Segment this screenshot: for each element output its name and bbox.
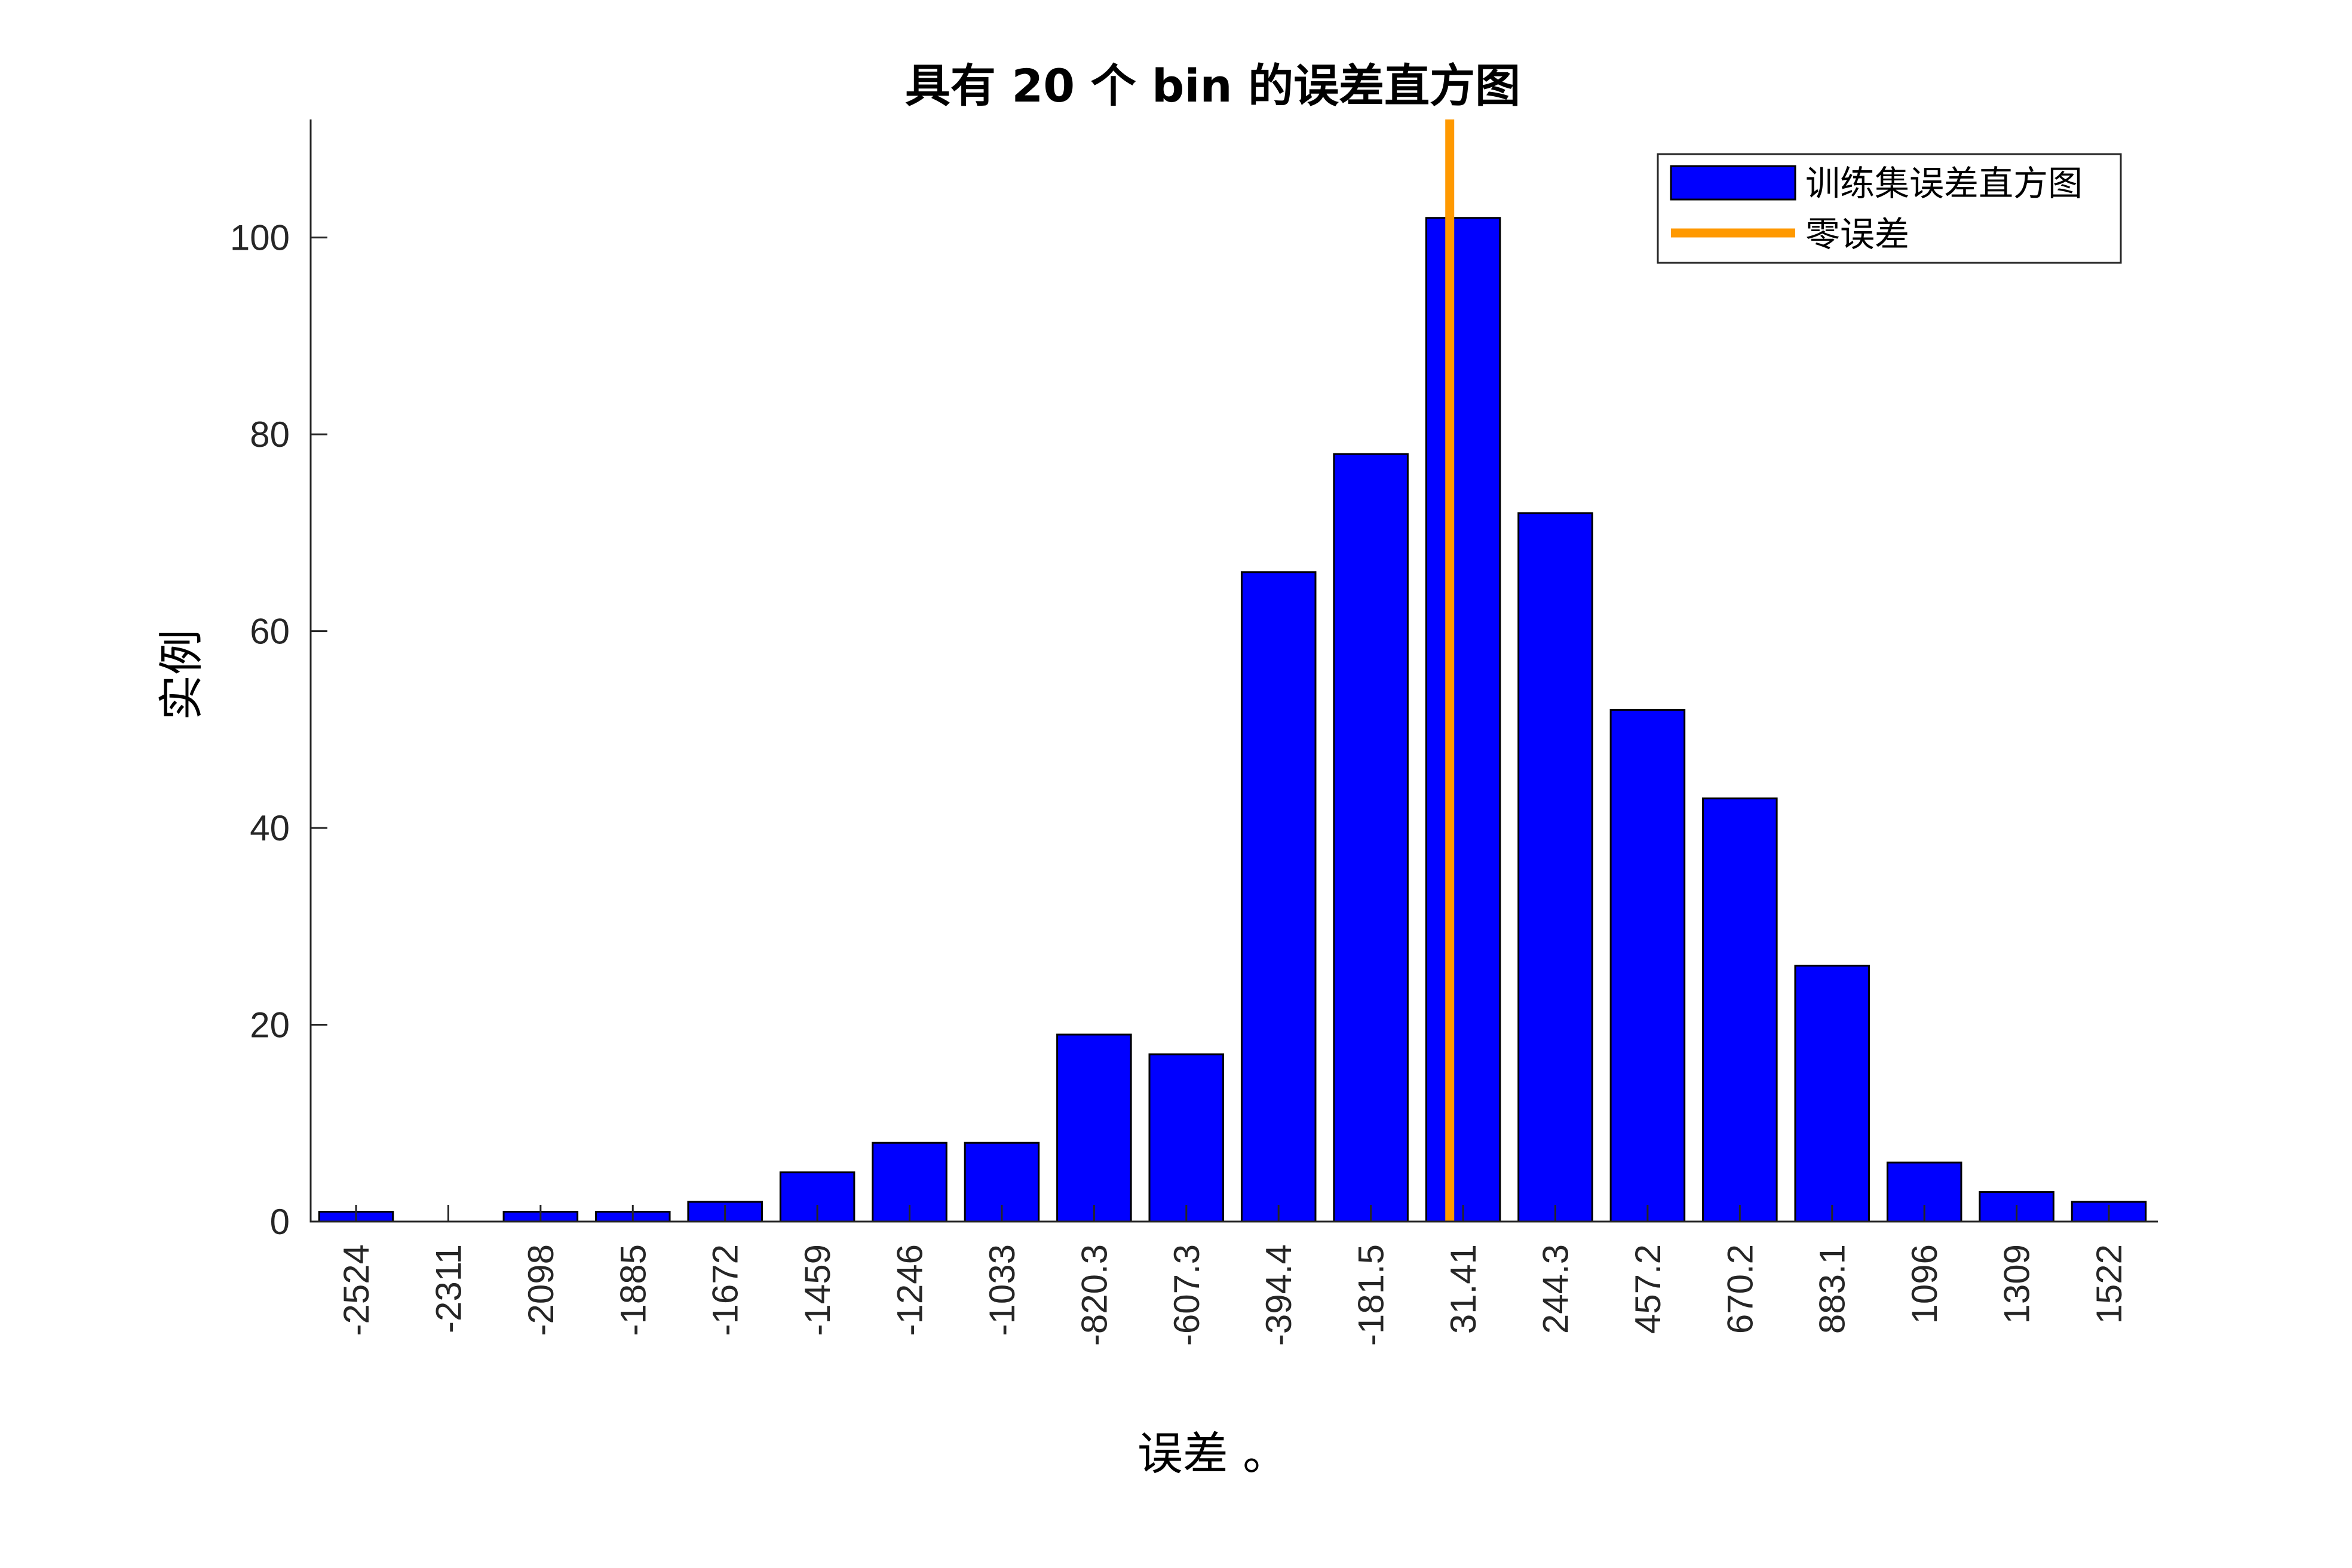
x-tick-label: -1246 (890, 1244, 930, 1336)
axes-layer (309, 119, 2158, 1223)
histogram-bar (1148, 1053, 1225, 1223)
x-tick-label: -1672 (706, 1244, 746, 1336)
chart-title: 具有 20 个 bin 的误差直方图 (905, 59, 1520, 112)
x-tick-label: -1459 (798, 1244, 838, 1336)
histogram-bar (1056, 1033, 1132, 1223)
y-tick-label: 60 (250, 612, 290, 652)
x-tick-label: 1522 (2089, 1244, 2129, 1324)
x-tick-label: 670.2 (1720, 1244, 1760, 1334)
x-tick-label: -2524 (336, 1244, 376, 1336)
y-tick-labels: 0 20 40 60 80 100 (230, 218, 290, 1242)
x-axis-label: 误差 。 (1137, 1427, 1288, 1480)
y-tick-label: 80 (250, 415, 290, 455)
x-tick-labels: -2524 -2311 -2098 -1885 -1672 -1459 -1246 -1033… (336, 1244, 2129, 1346)
x-tick-label: -1033 (982, 1244, 1022, 1336)
histogram-bar (1240, 571, 1317, 1223)
y-tick-label: 20 (250, 1005, 290, 1045)
histogram-bar (1609, 708, 1686, 1223)
x-tick-label: 1309 (1997, 1244, 2037, 1324)
bars-layer (318, 217, 2147, 1223)
x-tick-label: 31.41 (1443, 1244, 1483, 1334)
x-tick-label: -820.3 (1074, 1244, 1114, 1346)
y-tick-label: 100 (230, 218, 290, 258)
histogram-bar (1517, 512, 1593, 1223)
x-tick-label: 883.1 (1813, 1244, 1853, 1334)
x-tick-label: -607.3 (1167, 1244, 1207, 1346)
histogram-bar (1794, 965, 1870, 1223)
y-axis-label: 实例 (155, 630, 208, 720)
legend: 训练集误差直方图 零误差 (1657, 153, 2122, 264)
x-tick-label: 457.2 (1628, 1244, 1668, 1334)
legend-reference-label: 零误差 (1805, 214, 1909, 254)
legend-bar-swatch (1670, 165, 1796, 201)
x-tick-label: -394.4 (1259, 1244, 1299, 1346)
y-tick-label: 40 (250, 808, 290, 848)
legend-series-label: 训练集误差直方图 (1805, 163, 2083, 204)
histogram-bar (1333, 453, 1409, 1223)
x-tick-label: -2098 (521, 1244, 561, 1336)
histogram-bar (1425, 217, 1501, 1223)
y-tick-label: 0 (270, 1202, 290, 1242)
x-tick-label: -181.5 (1351, 1244, 1391, 1346)
histogram-bar (1702, 797, 1778, 1223)
x-tick-label: -2311 (428, 1244, 468, 1333)
x-tick-label: 1096 (1905, 1244, 1945, 1324)
x-tick-label: 244.3 (1535, 1244, 1575, 1334)
x-tick-label: -1885 (613, 1244, 653, 1336)
